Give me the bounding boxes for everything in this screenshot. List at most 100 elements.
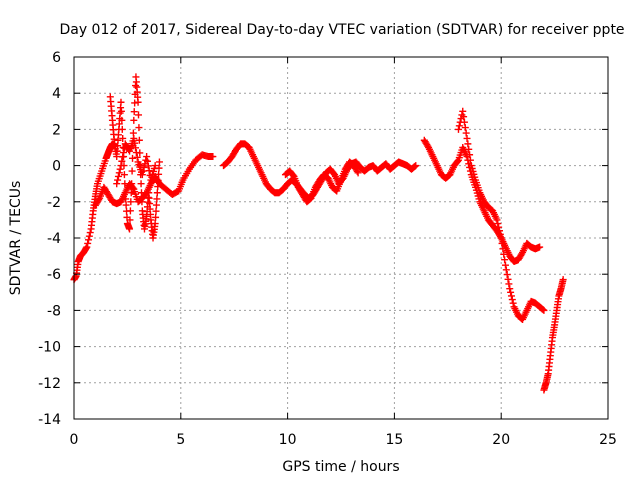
- y-tick-label: 4: [52, 86, 61, 102]
- data-point: [122, 201, 130, 209]
- data-point: [113, 180, 121, 188]
- data-point: [116, 165, 124, 173]
- data-point: [509, 299, 517, 307]
- data-point: [501, 261, 509, 269]
- data-point: [135, 136, 143, 144]
- x-tick-label: 25: [599, 432, 617, 448]
- data-point: [540, 306, 548, 314]
- data-point: [121, 180, 129, 188]
- data-point: [130, 116, 138, 124]
- data-point: [95, 196, 103, 204]
- x-tick-labels: 0 5 10 15 20 25: [70, 432, 617, 448]
- x-tick-label: 10: [279, 432, 297, 448]
- x-tick-label: 20: [492, 432, 510, 448]
- data-point: [152, 213, 160, 221]
- data-point: [120, 171, 128, 179]
- x-tick-label: 5: [176, 432, 185, 448]
- data-point: [128, 167, 136, 175]
- y-tick-label: -10: [38, 340, 61, 356]
- data-point: [462, 129, 470, 137]
- data-point: [505, 280, 513, 288]
- data-point: [461, 124, 469, 132]
- y-tick-labels: 6 4 2 0 -2 -4 -6 -8 -10 -12 -14: [38, 50, 61, 428]
- data-point: [131, 99, 139, 107]
- data-point: [151, 162, 159, 170]
- data-point: [131, 139, 139, 147]
- data-point: [132, 144, 140, 152]
- data-point: [500, 250, 508, 258]
- data-point: [114, 176, 122, 184]
- series-track-6: [281, 158, 362, 206]
- data-point: [135, 124, 143, 132]
- data-point: [85, 232, 93, 240]
- data-point: [464, 140, 472, 148]
- y-tick-label: -2: [47, 195, 61, 211]
- data-point: [85, 236, 93, 244]
- data-point: [145, 167, 153, 175]
- data-point: [152, 201, 160, 209]
- data-point: [504, 275, 512, 283]
- data-point: [86, 229, 94, 237]
- data-point: [121, 189, 129, 197]
- data-point: [132, 82, 140, 90]
- data-point: [498, 239, 506, 247]
- data-point: [117, 162, 125, 170]
- data-point: [138, 198, 146, 206]
- axis-ticks: [73, 56, 609, 420]
- data-point: [127, 198, 135, 206]
- data-point: [454, 157, 462, 165]
- series-track-1: [70, 140, 119, 284]
- data-points: [70, 73, 567, 394]
- data-point: [130, 134, 138, 142]
- series-track-4: [113, 134, 159, 188]
- x-tick-label: 15: [385, 432, 403, 448]
- data-point: [84, 239, 92, 247]
- data-point: [466, 151, 474, 159]
- data-point: [126, 207, 134, 215]
- data-point: [133, 153, 141, 161]
- data-point: [354, 169, 362, 177]
- data-point: [132, 149, 140, 157]
- data-point: [118, 125, 126, 133]
- data-point: [154, 183, 162, 191]
- series-track-3: [106, 73, 163, 242]
- data-point: [463, 134, 471, 142]
- data-point: [118, 157, 126, 165]
- data-point: [154, 176, 162, 184]
- data-point: [143, 153, 151, 161]
- x-tick-label: 0: [70, 432, 79, 448]
- data-point: [115, 169, 123, 177]
- data-point: [466, 156, 474, 164]
- y-tick-label: -8: [47, 303, 61, 319]
- data-point: [493, 216, 501, 224]
- y-tick-label: -6: [47, 267, 61, 283]
- data-point: [155, 158, 163, 166]
- data-point: [126, 216, 134, 224]
- data-point: [495, 227, 503, 235]
- data-point: [130, 108, 138, 116]
- data-point: [127, 189, 135, 197]
- data-point: [144, 162, 152, 170]
- data-point: [83, 243, 91, 251]
- data-point: [119, 134, 127, 142]
- data-point: [536, 243, 544, 251]
- y-tick-label: -12: [38, 376, 61, 392]
- data-point: [559, 276, 567, 284]
- data-point: [503, 271, 511, 279]
- data-point: [501, 256, 509, 264]
- data-point: [460, 118, 468, 126]
- data-point: [153, 189, 161, 197]
- data-point: [138, 171, 146, 179]
- data-point: [118, 116, 126, 124]
- data-point: [117, 107, 125, 115]
- y-tick-label: -14: [38, 412, 61, 428]
- data-point: [497, 234, 505, 242]
- data-point: [155, 170, 163, 178]
- y-tick-label: 2: [52, 122, 61, 138]
- data-point: [209, 153, 217, 161]
- data-point: [499, 245, 507, 253]
- data-point: [129, 154, 137, 162]
- data-point: [353, 167, 361, 175]
- data-point: [152, 207, 160, 215]
